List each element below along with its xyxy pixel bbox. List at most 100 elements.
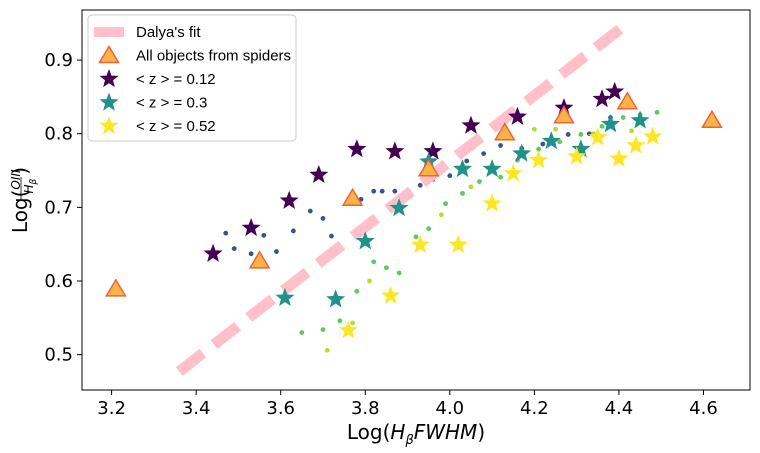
data-point-star	[571, 139, 591, 158]
data-point-dot	[337, 318, 343, 324]
data-point-dot	[426, 226, 432, 232]
data-point-star	[567, 146, 587, 165]
legend-label: < z > = 0.3	[136, 95, 207, 112]
data-point-dot	[231, 246, 237, 252]
x-tick-label: 4.4	[605, 398, 634, 419]
data-point-star	[482, 193, 502, 212]
data-point-dot	[557, 139, 563, 145]
data-point-dot	[477, 179, 482, 184]
legend-marker-star	[99, 116, 119, 135]
data-point-star	[326, 289, 346, 308]
data-point-dot	[320, 216, 326, 221]
data-point-dot	[578, 132, 584, 137]
x-tick-label: 3.8	[351, 398, 380, 419]
data-point-star	[389, 198, 409, 217]
data-point-star	[203, 243, 223, 262]
data-point-triangle	[701, 109, 723, 128]
data-point-dot	[481, 151, 487, 157]
data-point-dot	[438, 212, 444, 218]
data-point-dot	[468, 184, 474, 190]
data-point-dot	[354, 288, 360, 294]
data-point-star	[241, 217, 261, 237]
data-point-star	[423, 141, 443, 160]
data-point-star	[355, 231, 375, 250]
y-tick-label: 0.8	[44, 124, 73, 145]
data-point-dot	[248, 251, 254, 257]
data-point-dot	[413, 234, 419, 240]
data-point-star	[541, 131, 561, 150]
data-point-star	[275, 287, 295, 307]
data-point-dot	[540, 141, 546, 147]
data-point-dot	[417, 182, 423, 188]
data-point-dot	[460, 190, 465, 196]
data-point-dot	[392, 188, 398, 194]
legend-marker-star	[99, 92, 119, 111]
y-tick-label: 0.9	[44, 50, 73, 71]
x-tick-label: 4.6	[689, 398, 718, 419]
x-tick-label: 4.2	[520, 398, 549, 419]
data-point-triangle	[417, 158, 440, 177]
data-point-star	[609, 148, 629, 167]
data-point-dot	[396, 270, 402, 276]
data-point-dot	[371, 188, 377, 194]
data-point-dot	[498, 143, 503, 148]
data-point-dot	[384, 265, 389, 271]
data-point-dot	[379, 188, 385, 194]
data-point-dot	[367, 278, 372, 284]
data-point-dot	[299, 330, 305, 335]
data-point-triangle	[105, 278, 127, 297]
legend: Dalya's fit All objects from spiders < z >…	[87, 14, 297, 142]
y-tick-label: 0.6	[44, 271, 73, 292]
data-point-dot	[274, 249, 279, 254]
data-point-star	[588, 127, 608, 146]
data-point-dot	[599, 123, 605, 129]
data-point-star	[338, 320, 358, 339]
x-tick-label: 3.6	[266, 398, 295, 419]
data-point-star	[600, 114, 620, 133]
data-point-dot	[620, 115, 626, 120]
y-tick-label: 0.5	[44, 345, 73, 366]
data-point-dot	[536, 146, 542, 152]
data-point-star	[347, 139, 367, 158]
data-point-star	[630, 110, 650, 129]
data-point-star	[592, 89, 612, 108]
data-point-dot	[261, 232, 267, 238]
legend-label: Dalya's fit	[136, 24, 201, 41]
data-point-dot	[324, 347, 330, 353]
legend-marker-triangle	[98, 45, 120, 64]
data-point-star	[512, 143, 532, 162]
data-point-star	[279, 190, 299, 209]
data-point-triangle	[493, 122, 516, 141]
x-tick-label: 4.0	[436, 398, 465, 419]
x-tick-label: 3.4	[182, 398, 211, 419]
legend-label: < z > = 0.52	[136, 118, 216, 135]
data-point-star	[385, 141, 405, 160]
fit-line	[175, 18, 631, 376]
data-point-dot	[498, 174, 503, 180]
data-point-dot	[443, 201, 448, 207]
data-point-star	[309, 164, 329, 184]
data-point-dot	[464, 158, 470, 164]
data-point-dot	[447, 173, 453, 179]
data-point-star	[529, 150, 549, 169]
data-point-dot	[654, 109, 660, 115]
data-point-triangle	[553, 105, 575, 124]
data-point-star	[626, 135, 646, 154]
data-point-triangle	[616, 91, 639, 110]
legend-label: < z > = 0.12	[136, 71, 216, 88]
data-point-star	[410, 234, 430, 254]
legend-label: All objects from spiders	[136, 48, 291, 65]
data-point-star	[605, 81, 625, 100]
data-point-star	[503, 163, 523, 182]
x-axis-label: Log(HβFWHM)	[347, 420, 485, 448]
plot-area	[105, 18, 723, 376]
y-tick-label: 0.7	[44, 197, 73, 218]
data-point-dot	[290, 228, 296, 234]
data-point-star	[643, 126, 663, 145]
data-point-dot	[320, 327, 326, 333]
x-tick-label: 3.2	[97, 398, 126, 419]
data-point-dot	[565, 132, 571, 137]
data-point-star	[482, 159, 502, 178]
data-point-star	[461, 115, 481, 134]
